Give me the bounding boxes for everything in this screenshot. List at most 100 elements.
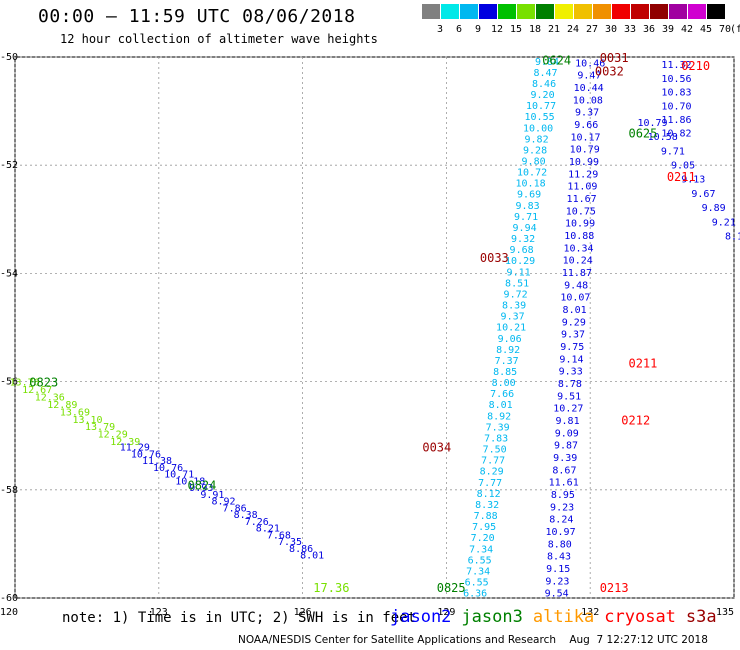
y-tick-label: -50	[0, 52, 18, 63]
swh-value-label: 9.37	[501, 312, 525, 323]
scale-label: 21	[547, 24, 561, 35]
swh-value-label: 9.05	[671, 161, 695, 172]
swh-value-label: 7.68	[267, 530, 291, 541]
swh-value-label: 9.13	[681, 175, 705, 186]
x-tick-label: 135	[716, 607, 734, 618]
swh-value-label: 9.81	[556, 416, 580, 427]
swh-value-label: 9.71	[514, 212, 538, 223]
swh-value-label: 11.09	[567, 182, 597, 193]
swh-value-label: 13.79	[85, 422, 115, 433]
swh-value-label: 11.86	[661, 115, 691, 126]
swh-value-label: 7.86	[223, 503, 247, 514]
swh-value-label: 9.09	[555, 428, 579, 439]
x-tick-label: 129	[437, 607, 455, 618]
scale-label: (ft)	[730, 24, 740, 35]
swh-value-label: 9.68	[510, 245, 534, 256]
satellite-legend-item: jason2	[390, 607, 452, 627]
scale-label: 24	[566, 24, 580, 35]
swh-value-label: 7.77	[481, 456, 505, 467]
footer-credit: NOAA/NESDIS Center for Satellite Applica…	[238, 634, 708, 646]
swh-value-label: 9.69	[517, 190, 541, 201]
swh-value-label: 10.70	[661, 101, 691, 112]
swh-value-label: 8.43	[547, 552, 571, 563]
swh-value-label: 11.38	[142, 456, 172, 467]
swh-value-label: 8.86	[289, 544, 313, 555]
scale-swatch	[479, 4, 497, 19]
scale-swatch	[574, 4, 592, 19]
swh-value-label: 9.82	[525, 134, 549, 145]
swh-value-label: 7.34	[469, 544, 493, 555]
swh-value-label: 9.75	[560, 342, 584, 353]
scale-swatch	[707, 4, 725, 19]
scale-swatch	[536, 4, 554, 19]
swh-value-label: 8.51	[505, 278, 529, 289]
swh-value-label: 10.56	[661, 74, 691, 85]
scale-swatch	[631, 4, 649, 19]
swh-value-label: 10.99	[569, 157, 599, 168]
swh-value-label: 8.46	[532, 79, 556, 90]
scale-label: 12	[490, 24, 504, 35]
scale-label: 70	[718, 24, 732, 35]
swh-value-label: 11.32	[661, 60, 691, 71]
swh-value-label: 8.67	[552, 465, 576, 476]
swh-value-label: 8.92	[211, 497, 235, 508]
swh-value-label: 6.36	[463, 589, 487, 600]
swh-value-label: 9.87	[554, 441, 578, 452]
swh-value-label: 8.39	[502, 301, 526, 312]
scale-swatch	[498, 4, 516, 19]
pass-time-label: 0824	[187, 478, 216, 492]
pass-time-label: 0032	[595, 65, 624, 79]
swh-value-label: 12.39	[110, 437, 140, 448]
swh-value-label: 7.34	[466, 566, 490, 577]
pass-time-label: 0211	[628, 357, 657, 371]
pass-time-label: 0625	[628, 127, 657, 141]
swh-value-label: 9.33	[559, 367, 583, 378]
swh-value-label: 10.99	[565, 219, 595, 230]
scale-swatch	[669, 4, 687, 19]
swh-value-label: 11.67	[567, 194, 597, 205]
scale-label: 33	[623, 24, 637, 35]
x-tick-label: 123	[150, 607, 168, 618]
pass-time-label: 0825	[437, 581, 466, 595]
satellite-legend-item: cryosat	[604, 607, 676, 627]
satellite-legend: jason2 jason3 altika cryosat s3a	[390, 607, 727, 627]
chart-subtitle: 12 hour collection of altimeter wave hei…	[60, 32, 378, 46]
swh-value-label: 9.23	[550, 502, 574, 513]
swh-value-label: 9.54	[545, 589, 569, 600]
plot-frame	[14, 56, 735, 599]
swh-value-label: 12.89	[47, 400, 77, 411]
swh-value-label: 9.93	[189, 483, 213, 494]
swh-value-label: 9.94	[513, 223, 537, 234]
scale-label: 9	[474, 24, 482, 35]
swh-value-label: 6.55	[468, 555, 492, 566]
scale-label: 3	[436, 24, 444, 35]
pass-time-label: 0823	[29, 376, 58, 390]
chart-title: 00:00 — 11:59 UTC 08/06/2018	[38, 6, 356, 27]
swh-value-label: 10.83	[661, 88, 691, 99]
swh-value-label: 10.76	[131, 449, 161, 460]
swh-value-label: 9.80	[522, 157, 546, 168]
scale-label: 30	[604, 24, 618, 35]
pass-time-label: 0213	[600, 581, 629, 595]
swh-value-label: 7.39	[486, 422, 510, 433]
y-tick-label: -56	[0, 377, 18, 388]
swh-value-label: 10.77	[526, 101, 556, 112]
pass-time-label: 0034	[422, 441, 451, 455]
swh-value-label: 7.83	[484, 433, 508, 444]
swh-value-label: 8.01	[489, 400, 513, 411]
swh-value-label: 11.29	[120, 443, 150, 454]
swh-value-label: 10.27	[553, 404, 583, 415]
swh-value-label: 9.67	[691, 189, 715, 200]
swh-value-label: 8.24	[549, 515, 573, 526]
swh-value-label: 9.28	[523, 145, 547, 156]
pass-time-label: 0211	[667, 170, 696, 184]
swh-value-label: 9.29	[562, 317, 586, 328]
swh-value-label: 8.01	[300, 551, 324, 562]
swh-value-label: 10.18	[175, 476, 205, 487]
swh-value-label: 8.47	[534, 68, 558, 79]
swh-value-label: 10.79	[637, 118, 667, 129]
swh-value-label: 10.07	[560, 293, 590, 304]
swh-value-label: 10.97	[545, 527, 575, 538]
swh-value-label: 8.29	[480, 467, 504, 478]
